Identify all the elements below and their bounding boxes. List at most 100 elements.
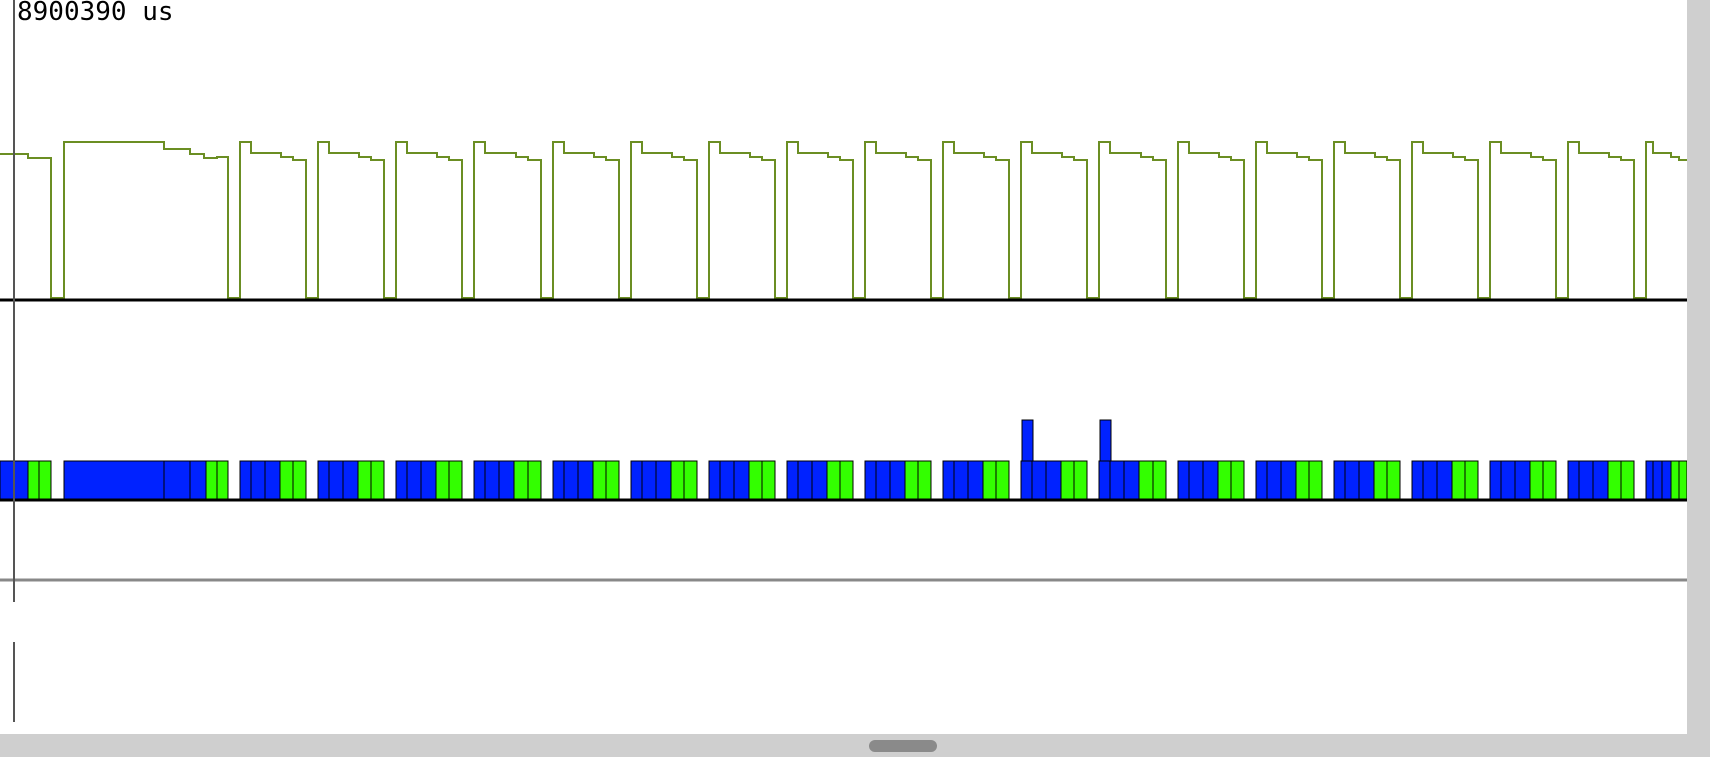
task-state-track xyxy=(0,419,1687,501)
task-bar-running xyxy=(317,460,330,501)
cursor-time-label: 8900390 us xyxy=(17,0,174,27)
task-bar-ready xyxy=(839,460,854,501)
task-bar-running xyxy=(1661,460,1672,501)
task-bar-running xyxy=(967,460,984,501)
timeline-viewport[interactable]: 8900390 us xyxy=(0,0,1687,734)
task-bar-ready xyxy=(592,460,607,501)
task-bar-ready xyxy=(357,460,372,501)
task-bar-running xyxy=(1280,460,1297,501)
task-bar-running xyxy=(1177,460,1190,501)
task-bar-running xyxy=(1020,460,1033,501)
task-bar-ready xyxy=(1217,460,1232,501)
task-bar-ready xyxy=(1670,460,1680,501)
task-bar-ready xyxy=(917,460,932,501)
task-bar-running xyxy=(1500,460,1516,501)
task-bar-ready xyxy=(1386,460,1401,501)
task-bar-running xyxy=(864,460,877,501)
task-bar-running xyxy=(1514,460,1531,501)
task-bar-running xyxy=(498,460,515,501)
task-bar-running xyxy=(1202,460,1219,501)
task-bar-running xyxy=(786,460,799,501)
vertical-scrollbar[interactable] xyxy=(1687,0,1710,734)
task-bar-running xyxy=(0,460,15,501)
task-bar-running xyxy=(264,460,281,501)
task-bar-running xyxy=(577,460,594,501)
task-bar-ready xyxy=(670,460,685,501)
task-bar-running xyxy=(239,460,252,501)
task-bar-running xyxy=(655,460,672,501)
task-bar-running xyxy=(1578,460,1594,501)
task-bar-ready xyxy=(1451,460,1466,501)
task-bar-ready xyxy=(448,460,463,501)
task-bar-running xyxy=(797,460,813,501)
horizontal-scrollbar[interactable] xyxy=(0,734,1710,757)
task-bar-running xyxy=(1411,460,1424,501)
task-bar-running xyxy=(953,460,969,501)
task-bar-running xyxy=(406,460,422,501)
task-bar-ready xyxy=(995,460,1010,501)
task-bar-running xyxy=(1188,460,1204,501)
task-bar-running xyxy=(1255,460,1268,501)
task-bar-ready xyxy=(38,460,52,501)
task-bar-running xyxy=(342,460,359,501)
task-bar-running xyxy=(1652,460,1663,501)
task-bar-ready xyxy=(1607,460,1622,501)
task-bar-ready xyxy=(748,460,763,501)
task-bar-ready xyxy=(370,460,385,501)
task-bar-running xyxy=(328,460,344,501)
task-bar-ready xyxy=(826,460,841,501)
task-bar-ready xyxy=(1678,460,1687,501)
task-bar-ready xyxy=(1529,460,1544,501)
task-bar-running xyxy=(1645,460,1654,501)
task-bar-running xyxy=(641,460,657,501)
task-bar-ready xyxy=(513,460,529,501)
load-waveform xyxy=(0,141,1687,299)
task-bar-running xyxy=(1489,460,1502,501)
task-bar-ready xyxy=(1230,460,1245,501)
task-bar-running xyxy=(395,460,408,501)
task-bar-ready xyxy=(605,460,620,501)
task-bar-running xyxy=(1333,460,1346,501)
task-bar-ready xyxy=(1542,460,1557,501)
task-bar-running xyxy=(1358,460,1375,501)
load-waveform-track xyxy=(0,141,1687,299)
task-bar-ready xyxy=(279,460,294,501)
task-bar-running xyxy=(708,460,721,501)
task-bar-running xyxy=(1098,460,1111,501)
task-bar-ready xyxy=(216,460,229,501)
task-bar-ready xyxy=(1138,460,1154,501)
task-bar-ready xyxy=(761,460,776,501)
task-bar-running xyxy=(420,460,437,501)
task-bar-ready xyxy=(683,460,698,501)
task-bar-running xyxy=(13,460,29,501)
task-bar-ready xyxy=(1152,460,1167,501)
task-bar-running xyxy=(942,460,955,501)
task-bar-running xyxy=(1045,460,1062,501)
task-bar-ready xyxy=(1060,460,1075,501)
task-bar-ready xyxy=(435,460,450,501)
scroll-thumb-icon[interactable] xyxy=(869,740,937,752)
task-bar-running xyxy=(250,460,266,501)
task-bar-running xyxy=(1422,460,1438,501)
task-bar-ready xyxy=(1295,460,1310,501)
task-bar-ready xyxy=(1373,460,1388,501)
task-bar-ready xyxy=(205,460,218,501)
task-bar-ready xyxy=(292,460,307,501)
task-bar-running xyxy=(1031,460,1047,501)
task-bar-running xyxy=(889,460,906,501)
task-bar-running xyxy=(1123,460,1140,501)
task-bar-ready xyxy=(527,460,542,501)
task-bar-running xyxy=(811,460,828,501)
task-bar-running xyxy=(1592,460,1609,501)
task-bar-ready xyxy=(982,460,997,501)
task-bar-running xyxy=(733,460,750,501)
task-bar-running xyxy=(163,460,191,501)
task-bar-ready xyxy=(904,460,919,501)
task-bar-running xyxy=(63,460,165,501)
task-bar-running xyxy=(1109,460,1125,501)
task-bar-spike xyxy=(1021,419,1034,462)
task-bar-running xyxy=(719,460,735,501)
task-bar-ready xyxy=(27,460,40,501)
task-bar-running xyxy=(630,460,643,501)
task-bar-running xyxy=(484,460,500,501)
